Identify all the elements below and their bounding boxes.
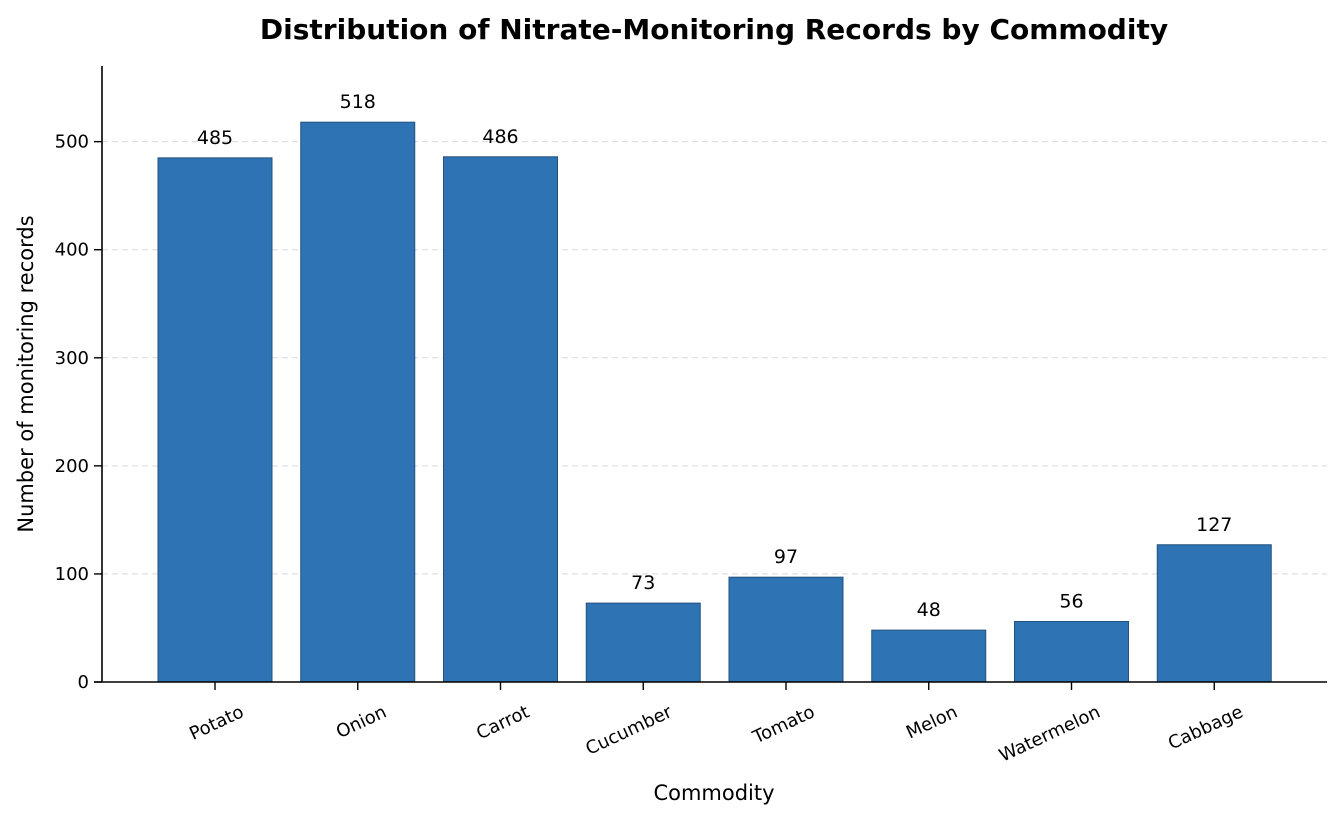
bars bbox=[157, 121, 1272, 683]
data-label-melon: 48 bbox=[917, 599, 941, 621]
data-label-cucumber: 73 bbox=[631, 572, 655, 594]
y-axis-label: Number of monitoring records bbox=[14, 215, 38, 532]
axes bbox=[94, 66, 1327, 683]
chart-title: Distribution of Nitrate-Monitoring Recor… bbox=[260, 13, 1168, 46]
data-labels: 485 518 486 73 97 48 56 127 bbox=[197, 91, 1233, 621]
data-label-onion: 518 bbox=[340, 91, 376, 113]
bar-tomato bbox=[728, 576, 844, 683]
x-tick-label-cabbage: Cabbage bbox=[1165, 701, 1246, 754]
data-label-cabbage: 127 bbox=[1196, 514, 1232, 536]
y-tick-label: 200 bbox=[55, 456, 89, 477]
bar-carrot bbox=[443, 156, 558, 683]
data-label-potato: 485 bbox=[197, 127, 233, 149]
bar-cabbage bbox=[1156, 544, 1272, 683]
data-label-watermelon: 56 bbox=[1059, 590, 1083, 612]
grid-lines bbox=[102, 141, 1327, 575]
y-ticks: 0 100 200 300 400 500 bbox=[55, 132, 102, 693]
bar-cucumber bbox=[585, 602, 701, 683]
x-tick-label-potato: Potato bbox=[186, 701, 247, 744]
y-tick-label: 0 bbox=[78, 672, 89, 693]
y-tick-label: 400 bbox=[55, 240, 89, 261]
bar-onion bbox=[300, 121, 416, 683]
x-tick-label-melon: Melon bbox=[903, 701, 961, 743]
data-label-tomato: 97 bbox=[774, 546, 798, 568]
x-tick-label-watermelon: Watermelon bbox=[996, 701, 1104, 766]
x-ticks: Potato Onion Carrot Cucumber Tomato Melon Wate… bbox=[186, 682, 1246, 767]
x-axis-label: Commodity bbox=[653, 781, 774, 805]
y-tick-label: 500 bbox=[55, 132, 89, 153]
bar-melon bbox=[871, 629, 987, 683]
bar-watermelon bbox=[1014, 620, 1129, 683]
x-tick-label-cucumber: Cucumber bbox=[582, 701, 675, 759]
x-tick-label-carrot: Carrot bbox=[473, 701, 532, 744]
x-tick-label-tomato: Tomato bbox=[749, 701, 818, 748]
data-label-carrot: 486 bbox=[482, 126, 518, 148]
y-tick-label: 300 bbox=[55, 348, 89, 369]
x-tick-label-onion: Onion bbox=[333, 701, 390, 742]
bar-potato bbox=[157, 157, 273, 683]
y-tick-label: 100 bbox=[55, 564, 89, 585]
